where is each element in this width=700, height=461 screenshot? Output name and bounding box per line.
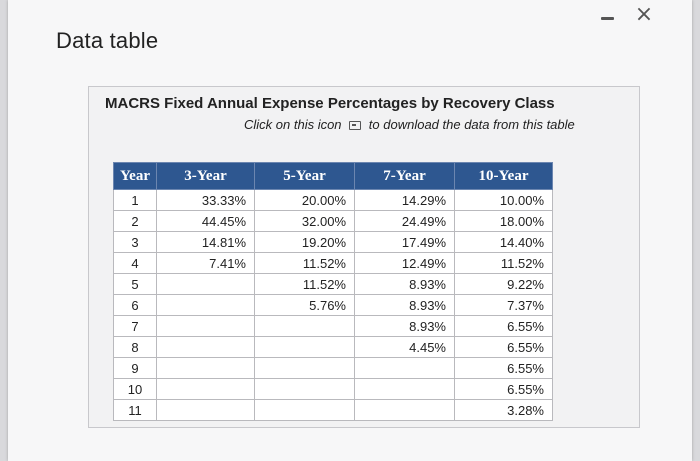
table-row: 2 44.45% 32.00% 24.49% 18.00%	[113, 210, 553, 232]
percentage-cell: 3.28%	[454, 399, 553, 421]
year-cell: 10	[113, 378, 157, 400]
column-header: 5-Year	[254, 162, 355, 190]
percentage-cell	[156, 357, 255, 379]
table-row: 6 5.76% 8.93% 7.37%	[113, 294, 553, 316]
percentage-cell: 14.29%	[354, 189, 455, 211]
percentage-cell	[156, 315, 255, 337]
percentage-cell: 33.33%	[156, 189, 255, 211]
percentage-cell	[156, 336, 255, 358]
percentage-cell: 20.00%	[254, 189, 355, 211]
table-row: 11 3.28%	[113, 399, 553, 421]
percentage-cell: 11.52%	[254, 273, 355, 295]
column-header: 7-Year	[354, 162, 455, 190]
percentage-cell: 7.41%	[156, 252, 255, 274]
percentage-cell	[254, 357, 355, 379]
percentage-cell: 6.55%	[454, 315, 553, 337]
percentage-cell: 6.55%	[454, 336, 553, 358]
percentage-cell: 9.22%	[454, 273, 553, 295]
percentage-cell	[254, 399, 355, 421]
table-row: 4 7.41% 11.52% 12.49% 11.52%	[113, 252, 553, 274]
percentage-cell	[156, 378, 255, 400]
percentage-cell	[254, 378, 355, 400]
year-cell: 9	[113, 357, 157, 379]
download-icon[interactable]	[349, 121, 362, 130]
macrs-table: Year 3-Year 5-Year 7-Year 10-Year 1 33.33…	[113, 162, 553, 421]
percentage-cell	[254, 315, 355, 337]
year-cell: 2	[113, 210, 157, 232]
percentage-cell: 18.00%	[454, 210, 553, 232]
year-cell: 4	[113, 252, 157, 274]
year-cell: 3	[113, 231, 157, 253]
percentage-cell	[354, 378, 455, 400]
percentage-cell	[156, 273, 255, 295]
year-cell: 7	[113, 315, 157, 337]
table-row: 1 33.33% 20.00% 14.29% 10.00%	[113, 189, 553, 211]
percentage-cell	[254, 336, 355, 358]
percentage-cell: 6.55%	[454, 378, 553, 400]
table-row: 9 6.55%	[113, 357, 553, 379]
table-row: 10 6.55%	[113, 378, 553, 400]
year-cell: 6	[113, 294, 157, 316]
data-panel: MACRS Fixed Annual Expense Percentages b…	[88, 86, 640, 428]
instruction-text-after: to download the data from this table	[368, 117, 575, 132]
data-table-dialog: Data table × MACRS Fixed Annual Expense …	[8, 0, 692, 461]
percentage-cell: 7.37%	[454, 294, 553, 316]
percentage-cell	[156, 399, 255, 421]
table-heading: MACRS Fixed Annual Expense Percentages b…	[105, 95, 555, 112]
table-row: 5 11.52% 8.93% 9.22%	[113, 273, 553, 295]
column-header: 10-Year	[454, 162, 553, 190]
table-row: 8 4.45% 6.55%	[113, 336, 553, 358]
percentage-cell: 44.45%	[156, 210, 255, 232]
percentage-cell: 8.93%	[354, 315, 455, 337]
percentage-cell: 11.52%	[254, 252, 355, 274]
table-header-row: Year 3-Year 5-Year 7-Year 10-Year	[113, 162, 553, 190]
minimize-icon	[601, 17, 614, 20]
download-instruction: Click on this icon to download the data …	[244, 117, 575, 132]
percentage-cell	[354, 357, 455, 379]
minimize-button[interactable]	[597, 6, 621, 26]
percentage-cell	[354, 399, 455, 421]
percentage-cell: 4.45%	[354, 336, 455, 358]
percentage-cell	[156, 294, 255, 316]
percentage-cell: 14.81%	[156, 231, 255, 253]
percentage-cell: 19.20%	[254, 231, 355, 253]
year-cell: 8	[113, 336, 157, 358]
percentage-cell: 17.49%	[354, 231, 455, 253]
year-cell: 11	[113, 399, 157, 421]
column-header: 3-Year	[156, 162, 255, 190]
percentage-cell: 5.76%	[254, 294, 355, 316]
percentage-cell: 14.40%	[454, 231, 553, 253]
percentage-cell: 11.52%	[454, 252, 553, 274]
dialog-title: Data table	[56, 28, 159, 53]
percentage-cell: 12.49%	[354, 252, 455, 274]
percentage-cell: 10.00%	[454, 189, 553, 211]
percentage-cell: 8.93%	[354, 273, 455, 295]
percentage-cell: 6.55%	[454, 357, 553, 379]
table-row: 7 8.93% 6.55%	[113, 315, 553, 337]
year-cell: 5	[113, 273, 157, 295]
percentage-cell: 8.93%	[354, 294, 455, 316]
percentage-cell: 32.00%	[254, 210, 355, 232]
column-header: Year	[113, 162, 157, 190]
table-row: 3 14.81% 19.20% 17.49% 14.40%	[113, 231, 553, 253]
percentage-cell: 24.49%	[354, 210, 455, 232]
instruction-text-before: Click on this icon	[244, 117, 342, 132]
close-button[interactable]: ×	[634, 2, 654, 27]
year-cell: 1	[113, 189, 157, 211]
